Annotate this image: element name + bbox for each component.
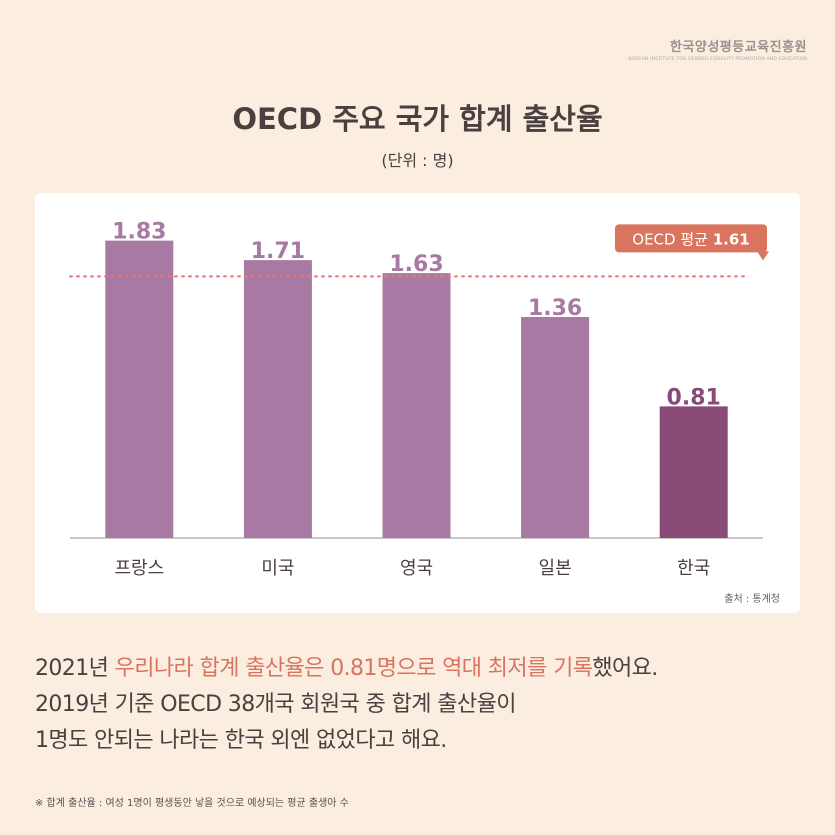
description-line-2: 2019년 기준 OECD 38개국 회원국 중 합계 출산율이	[35, 692, 516, 717]
oecd-average-label-pointer	[757, 251, 769, 261]
category-label-프랑스: 프랑스	[114, 558, 164, 579]
bar-일본	[521, 317, 590, 538]
bar-프랑스	[105, 240, 174, 538]
chart-source: 출처 : 통계청	[724, 594, 780, 605]
description-line-3: 1명도 안되는 나라는 한국 외엔 없었다고 해요.	[35, 728, 447, 753]
oecd-average-label: OECD 평균 1.61	[632, 230, 749, 248]
value-label-영국: 1.63	[389, 252, 443, 277]
bar-영국	[382, 273, 451, 538]
value-label-미국: 1.71	[251, 239, 305, 264]
line1-suffix: 했어요.	[592, 656, 658, 681]
bar-chart: 1.83 프랑스 1.71 미국 1.63 영국 1.36 일본 0.81 한국 OECD 평균 1…	[69, 220, 769, 579]
footnote: ※ 합계 출산율 : 여성 1명이 평생동안 낳을 것으로 예상되는 평균 출생…	[35, 798, 349, 809]
category-label-한국: 한국	[677, 558, 710, 579]
value-label-프랑스: 1.83	[112, 220, 166, 245]
value-label-한국: 0.81	[667, 385, 721, 410]
description-line-1: 2021년 우리나라 합계 출산율은 0.81명으로 역대 최저를 기록했어요.	[35, 651, 805, 687]
description: 2021년 우리나라 합계 출산율은 0.81명으로 역대 최저를 기록했어요.…	[35, 651, 805, 759]
org-subtitle: KOREAN INSTITUTE FOR GENDER EQUALITY PRO…	[628, 57, 807, 62]
line1-highlight: 우리나라 합계 출산율은 0.81명으로 역대 최저를 기록	[114, 656, 593, 681]
chart-title: OECD 주요 국가 합계 출산율	[232, 102, 603, 136]
org-name: 한국양성평등교육진흥원	[669, 40, 807, 55]
category-label-일본: 일본	[539, 558, 572, 579]
line1-prefix: 2021년	[35, 656, 115, 681]
bar-미국	[243, 260, 312, 538]
chart-card: 1.83 프랑스 1.71 미국 1.63 영국 1.36 일본 0.81 한국 OECD 평균 1…	[35, 193, 800, 613]
org-logo: 한국양성평등교육진흥원 KOREAN INSTITUTE FOR GENDER …	[628, 36, 807, 62]
value-label-일본: 1.36	[528, 296, 582, 321]
category-label-영국: 영국	[400, 558, 433, 579]
category-label-미국: 미국	[261, 558, 294, 579]
chart-unit: (단위 : 명)	[381, 151, 454, 170]
bar-한국	[659, 406, 728, 538]
oecd-average-label-box	[615, 224, 767, 253]
